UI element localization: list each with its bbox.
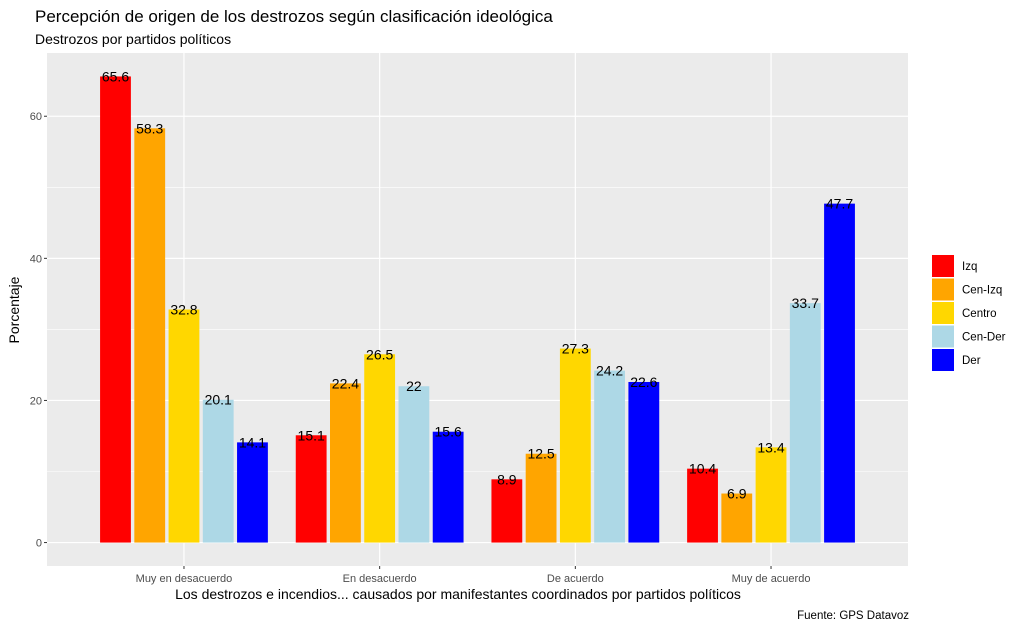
bar xyxy=(330,383,361,543)
bar xyxy=(824,203,855,543)
bar xyxy=(168,309,200,543)
bar xyxy=(789,303,821,543)
legend-key xyxy=(932,255,954,277)
bar xyxy=(491,479,523,543)
bar-value-label: 22 xyxy=(406,378,422,394)
legend-key xyxy=(932,302,954,324)
bar-value-label: 26.5 xyxy=(366,346,393,362)
legend-label: Izq xyxy=(962,261,977,273)
x-tick-label: Muy en desacuerdo xyxy=(136,573,233,585)
x-tick-label: En desacuerdo xyxy=(343,573,417,585)
caption: Fuente: GPS Datavoz xyxy=(797,610,909,622)
y-tick-label: 0 xyxy=(36,538,42,550)
bar-value-label: 22.4 xyxy=(332,375,359,391)
legend-label: Centro xyxy=(962,308,997,320)
bar-value-label: 15.6 xyxy=(435,424,462,440)
bar xyxy=(755,447,787,543)
legend-label: Cen-Der xyxy=(962,332,1006,344)
x-tick-label: Muy de acuerdo xyxy=(732,573,811,585)
legend-label: Cen-Izq xyxy=(962,285,1002,297)
bar-value-label: 13.4 xyxy=(757,439,784,455)
bar-value-label: 20.1 xyxy=(205,392,232,408)
y-tick-label: 60 xyxy=(30,111,42,123)
x-axis-title: Los destrozos e incendios... causados po… xyxy=(175,586,741,602)
bar xyxy=(525,453,557,543)
bar-value-label: 47.7 xyxy=(826,196,853,212)
bars xyxy=(100,76,855,543)
chart-title: Percepción de origen de los destrozos se… xyxy=(35,7,553,26)
bar-value-label: 10.4 xyxy=(689,461,716,477)
bar-value-label: 14.1 xyxy=(239,434,266,450)
bar xyxy=(100,76,131,543)
bar-value-label: 12.5 xyxy=(527,446,554,462)
legend-key xyxy=(932,325,954,348)
bar xyxy=(559,348,591,543)
bar-value-label: 32.8 xyxy=(170,302,197,318)
bar-value-label: 22.6 xyxy=(630,374,657,390)
y-tick-label: 20 xyxy=(30,395,42,407)
legend-label: Der xyxy=(962,355,981,367)
bar xyxy=(134,128,166,543)
bar xyxy=(594,370,625,543)
bar xyxy=(202,399,234,543)
bar-value-label: 27.3 xyxy=(562,341,589,357)
bar-labels: 65.6 58.3 32.8 20.1 14.1 15.1 22.4 26.5 22 15.6 8.… xyxy=(102,68,853,501)
bar-value-label: 15.1 xyxy=(298,427,325,443)
bar-value-label: 65.6 xyxy=(102,68,129,84)
bar xyxy=(364,354,396,543)
y-axis-title: Porcentaje xyxy=(6,276,22,343)
y-tick-label: 40 xyxy=(30,253,42,265)
x-axis: Muy en desacuerdo En desacuerdo De acuerdo… xyxy=(136,566,811,585)
bar xyxy=(721,493,753,543)
bar-value-label: 8.9 xyxy=(497,471,517,487)
bar xyxy=(237,442,268,543)
bar-value-label: 58.3 xyxy=(136,120,163,136)
chart-subtitle: Destrozos por partidos políticos xyxy=(35,31,231,47)
y-axis: 0 20 40 60 xyxy=(30,111,47,550)
legend-key xyxy=(932,349,954,371)
legend-key xyxy=(932,278,954,301)
bar-value-label: 24.2 xyxy=(596,363,623,379)
x-tick-label: De acuerdo xyxy=(547,573,604,585)
bar xyxy=(398,386,430,543)
bar xyxy=(687,468,718,543)
bar xyxy=(432,431,464,543)
bar xyxy=(628,381,660,543)
bar-value-label: 6.9 xyxy=(727,486,747,502)
legend: Izq Cen-Izq Centro Cen-Der Der xyxy=(932,255,1006,371)
bar-value-label: 33.7 xyxy=(792,295,819,311)
bar xyxy=(295,435,327,543)
